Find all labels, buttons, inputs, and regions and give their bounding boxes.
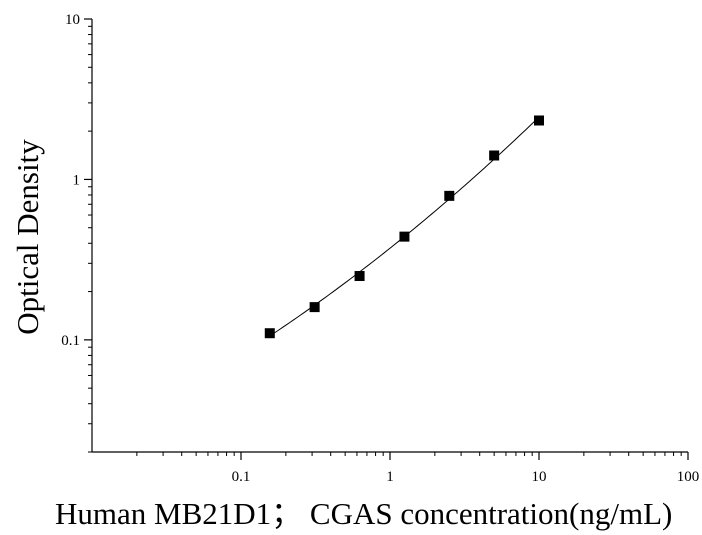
y-tick-label: 10 bbox=[65, 12, 80, 28]
y-axis-title: Optical Density bbox=[10, 139, 45, 335]
data-point bbox=[264, 328, 275, 339]
data-point bbox=[354, 271, 365, 282]
axes bbox=[91, 19, 688, 453]
data-point bbox=[309, 302, 320, 313]
y-tick-label: 1 bbox=[73, 172, 81, 188]
data-point bbox=[399, 231, 410, 242]
x-axis-title: Human MB21D1； CGAS concentration(ng/mL) bbox=[55, 496, 672, 531]
y-tick-label: 0.1 bbox=[61, 333, 80, 349]
x-tick-label: 100 bbox=[677, 469, 700, 485]
data-point bbox=[534, 115, 544, 126]
x-tick-label: 0.1 bbox=[232, 469, 251, 485]
data-point bbox=[489, 150, 500, 161]
x-tick-label: 1 bbox=[386, 469, 394, 485]
x-ticks: 0.1 1 10 100 bbox=[136, 452, 700, 485]
y-ticks: 0.1 1 10 bbox=[61, 12, 92, 453]
x-tick-label: 10 bbox=[532, 469, 547, 485]
data-points bbox=[264, 115, 544, 339]
data-point bbox=[444, 190, 455, 201]
